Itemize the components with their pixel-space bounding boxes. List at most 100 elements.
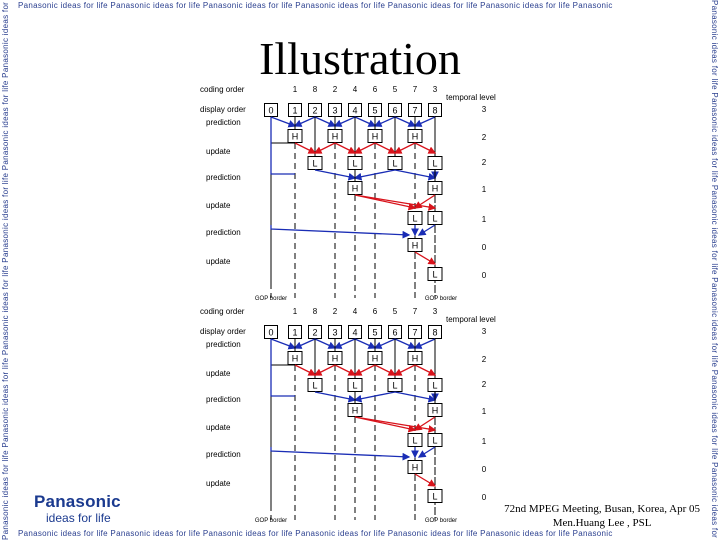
prediction-arrow <box>293 116 316 127</box>
high-pass-node-box <box>407 238 423 252</box>
update-arrow <box>294 142 317 154</box>
display-order-label: display order <box>200 105 246 114</box>
display-frame-box <box>428 325 442 339</box>
low-pass-node-label: L <box>432 436 437 446</box>
update-arrow <box>393 142 416 154</box>
high-pass-node-box <box>347 403 363 417</box>
prediction-label: prediction <box>206 228 241 237</box>
display-frame-label: 6 <box>392 106 397 116</box>
temporal-level-value: 0 <box>482 271 487 280</box>
coding-order-value: 2 <box>333 307 338 316</box>
high-pass-node-label: H <box>412 463 419 473</box>
prediction-arrow <box>293 338 316 349</box>
display-frame-box <box>328 103 342 117</box>
update-arrow <box>334 364 357 376</box>
panasonic-logo: Panasonic ideas for life <box>34 492 121 525</box>
coding-order-value: 1 <box>293 85 298 94</box>
display-frame-box <box>288 103 302 117</box>
display-frame-label: 5 <box>372 106 377 116</box>
low-pass-node-label: L <box>432 270 437 280</box>
high-pass-node-label: H <box>432 184 439 194</box>
display-frame-box <box>348 325 362 339</box>
prediction-arrow <box>417 446 436 458</box>
prediction-arrow <box>270 116 297 128</box>
gop-border-label: GOP border <box>255 518 287 524</box>
high-pass-node-box <box>427 403 443 417</box>
high-pass-node-label: H <box>292 132 299 142</box>
footer-credit: 72nd MPEG Meeting, Busan, Korea, Apr 05 … <box>504 502 700 530</box>
low-pass-node-box <box>307 378 323 392</box>
low-pass-node-box <box>387 378 403 392</box>
prediction-label: prediction <box>206 173 241 182</box>
prediction-arrow <box>354 116 377 127</box>
prediction-path <box>270 339 295 397</box>
coding-order-value: 6 <box>373 85 378 94</box>
display-frame-box <box>408 103 422 117</box>
high-pass-node-box <box>427 181 443 195</box>
prediction-arrow <box>417 224 436 236</box>
page-title: Illustration <box>259 33 461 84</box>
coding-order-label: coding order <box>200 307 245 316</box>
update-arrow <box>313 364 336 376</box>
prediction-arrow <box>270 447 411 461</box>
prediction-arrow <box>314 116 337 127</box>
update-arrow <box>353 142 376 154</box>
prediction-arrow <box>394 338 417 349</box>
prediction-label: prediction <box>206 450 241 459</box>
logo-tagline: ideas for life <box>46 511 111 525</box>
display-frame-label: 2 <box>312 328 317 338</box>
prediction-arrow <box>413 338 436 349</box>
display-frame-box <box>308 103 322 117</box>
low-pass-node-label: L <box>432 159 437 169</box>
low-pass-node-box <box>407 433 423 447</box>
temporal-level-label: temporal level <box>446 315 496 324</box>
display-frame-box <box>408 325 422 339</box>
display-frame-box <box>388 103 402 117</box>
low-pass-node-label: L <box>352 381 357 391</box>
low-pass-node-label: L <box>392 381 397 391</box>
coding-order-value: 1 <box>293 307 298 316</box>
display-frame-label: 5 <box>372 328 377 338</box>
low-pass-node-box <box>407 211 423 225</box>
prediction-arrow <box>373 116 396 127</box>
update-arrow <box>414 364 437 376</box>
low-pass-node-label: L <box>432 214 437 224</box>
prediction-label: prediction <box>206 118 241 127</box>
coding-order-label: coding order <box>200 85 245 94</box>
high-pass-node-label: H <box>332 354 339 364</box>
temporal-level-value: 3 <box>482 327 487 336</box>
update-label: update <box>206 369 231 378</box>
diagram-block-1: coding order display order temporal level 1… <box>200 85 496 302</box>
coding-order-value: 2 <box>333 85 338 94</box>
update-label: update <box>206 147 231 156</box>
update-arrow <box>334 142 357 154</box>
prediction-arrow <box>333 116 356 127</box>
temporal-level-value: 1 <box>482 407 487 416</box>
temporal-level-value: 1 <box>482 185 487 194</box>
update-arrow <box>393 364 416 376</box>
update-label: update <box>206 257 231 266</box>
high-pass-node-label: H <box>352 406 359 416</box>
coding-order-value: 6 <box>373 307 378 316</box>
low-pass-node-label: L <box>432 381 437 391</box>
high-pass-node-label: H <box>412 241 419 251</box>
low-pass-node-box <box>427 156 443 170</box>
temporal-level-value: 2 <box>482 158 487 167</box>
display-frame-box <box>368 325 382 339</box>
footer-author: Men.Huang Lee , PSL <box>552 517 652 529</box>
prediction-path <box>270 117 295 175</box>
high-pass-node-box <box>407 129 423 143</box>
display-frame-label: 0 <box>268 106 273 116</box>
display-frame-label: 0 <box>268 328 273 338</box>
display-frame-label: 8 <box>432 328 437 338</box>
display-frame-label: 7 <box>412 328 417 338</box>
prediction-arrow <box>354 338 377 349</box>
update-arrow <box>374 142 397 154</box>
temporal-level-label: temporal level <box>446 93 496 102</box>
prediction-arrow <box>413 116 436 127</box>
display-frame-box <box>348 103 362 117</box>
prediction-arrow <box>353 391 396 403</box>
prediction-arrow <box>270 225 411 239</box>
high-pass-node-label: H <box>372 354 379 364</box>
coding-order-value: 5 <box>393 307 398 316</box>
